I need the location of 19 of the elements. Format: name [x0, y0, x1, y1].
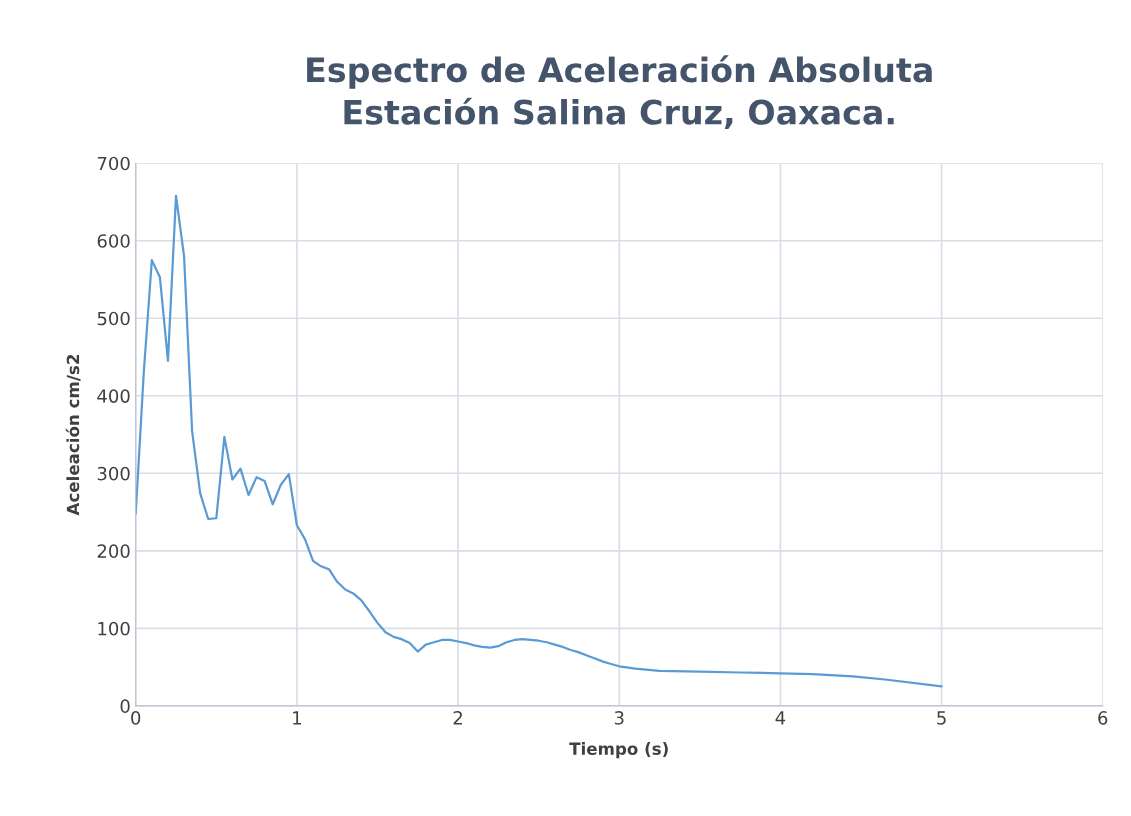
- x-tick-label: 2: [453, 711, 462, 725]
- y-tick-label: 400: [97, 389, 130, 403]
- y-tick-label: 0: [120, 699, 130, 713]
- line-series: [135, 194, 943, 688]
- y-tick-label: 100: [98, 621, 130, 636]
- y-axis-title: Aceleación cm/s2: [65, 355, 81, 516]
- y-tick-label: 600: [97, 234, 130, 248]
- x-tick-label: 5: [937, 711, 946, 725]
- x-tick-label: 4: [775, 711, 786, 725]
- y-tick-label: 200: [97, 544, 130, 558]
- x-tick-label: 3: [614, 711, 624, 725]
- y-tick-label: 700: [97, 156, 130, 171]
- x-tick-label: 1: [293, 711, 301, 725]
- y-tick-label: 300: [97, 466, 130, 481]
- chart-title: Espectro de Aceleración Absoluta Estación Salina Cruz, Oaxaca.: [307, 55, 932, 130]
- x-tick-label: 0: [131, 711, 141, 725]
- x-axis-title: Tiempo (s): [569, 742, 668, 759]
- x-tick-label: 6: [1098, 711, 1108, 725]
- y-tick-label: 500: [97, 311, 130, 326]
